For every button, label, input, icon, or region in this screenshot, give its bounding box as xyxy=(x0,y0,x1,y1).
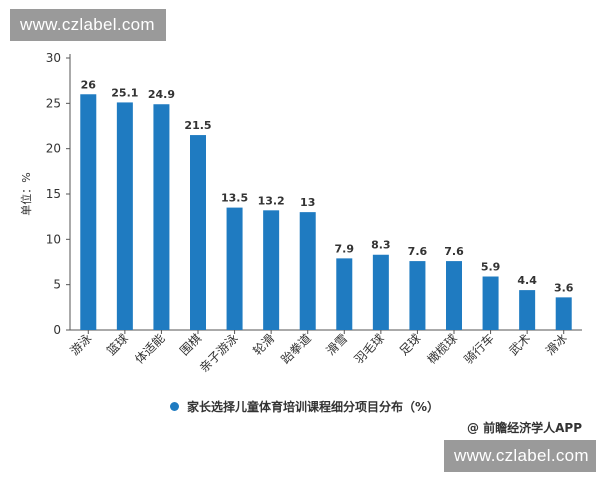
x-tick-label-1: 游泳 xyxy=(68,331,95,358)
data-label-3: 24.9 xyxy=(148,88,175,101)
bar-8 xyxy=(336,258,353,330)
watermark-bottom: www.czlabel.com xyxy=(444,440,596,472)
data-label-4: 21.5 xyxy=(184,119,211,132)
y-tick-label: 20 xyxy=(46,142,61,156)
y-axis-title: 单位：% xyxy=(19,172,33,215)
data-label-11: 7.6 xyxy=(444,245,464,258)
bar-12 xyxy=(482,276,499,330)
x-tick-label-5: 亲子游泳 xyxy=(197,331,241,375)
y-tick-label: 5 xyxy=(53,278,61,292)
data-label-2: 25.1 xyxy=(111,86,138,99)
bar-1 xyxy=(80,94,97,331)
bar-4 xyxy=(190,135,206,330)
data-label-10: 7.6 xyxy=(408,245,428,258)
bar-9 xyxy=(372,254,389,330)
x-tick-label-2: 篮球 xyxy=(103,331,131,359)
x-tick-label-6: 轮滑 xyxy=(250,331,277,358)
x-tick-label-12: 骑行车 xyxy=(461,331,497,367)
bar-10 xyxy=(409,261,426,330)
source-credit: @ 前瞻经济学人APP xyxy=(466,421,582,435)
x-tick-label-11: 橄榄球 xyxy=(424,331,460,367)
chart-legend: 家长选择儿童体育培训课程细分项目分布（%） xyxy=(170,398,439,415)
data-label-13: 4.4 xyxy=(517,274,537,287)
y-tick-label: 15 xyxy=(46,187,61,201)
bar-13 xyxy=(519,290,536,330)
data-label-6: 13.2 xyxy=(258,194,285,207)
bar-3 xyxy=(153,104,170,331)
data-label-8: 7.9 xyxy=(335,242,355,255)
bar-2 xyxy=(116,102,133,330)
x-tick-label-8: 滑雪 xyxy=(324,331,351,358)
y-tick-label: 10 xyxy=(46,232,61,246)
bar-5 xyxy=(226,207,243,330)
y-tick-label: 0 xyxy=(53,323,61,337)
x-tick-label-4: 围棋 xyxy=(177,331,204,358)
bar-6 xyxy=(263,210,280,330)
data-label-5: 13.5 xyxy=(221,192,248,205)
x-tick-label-13: 武术 xyxy=(506,331,533,358)
bar-11 xyxy=(446,261,462,330)
legend-marker xyxy=(170,402,179,411)
data-label-7: 13 xyxy=(300,196,315,209)
data-label-12: 5.9 xyxy=(481,261,501,274)
x-tick-label-7: 跆拳道 xyxy=(278,331,314,367)
legend-label: 家长选择儿童体育培训课程细分项目分布（%） xyxy=(187,400,440,414)
x-tick-label-9: 羽毛球 xyxy=(352,331,387,366)
data-label-14: 3.6 xyxy=(554,281,574,294)
x-tick-label-3: 体适能 xyxy=(132,331,167,366)
bar-14 xyxy=(555,297,572,330)
bar-7 xyxy=(299,212,316,330)
x-tick-label-14: 滑冰 xyxy=(543,331,570,358)
data-label-1: 26 xyxy=(81,78,97,91)
data-label-9: 8.3 xyxy=(371,239,391,252)
y-tick-label: 25 xyxy=(46,96,61,110)
watermark-top: www.czlabel.com xyxy=(10,9,166,41)
x-tick-label-10: 足球 xyxy=(397,331,424,358)
y-tick-label: 30 xyxy=(46,51,61,65)
